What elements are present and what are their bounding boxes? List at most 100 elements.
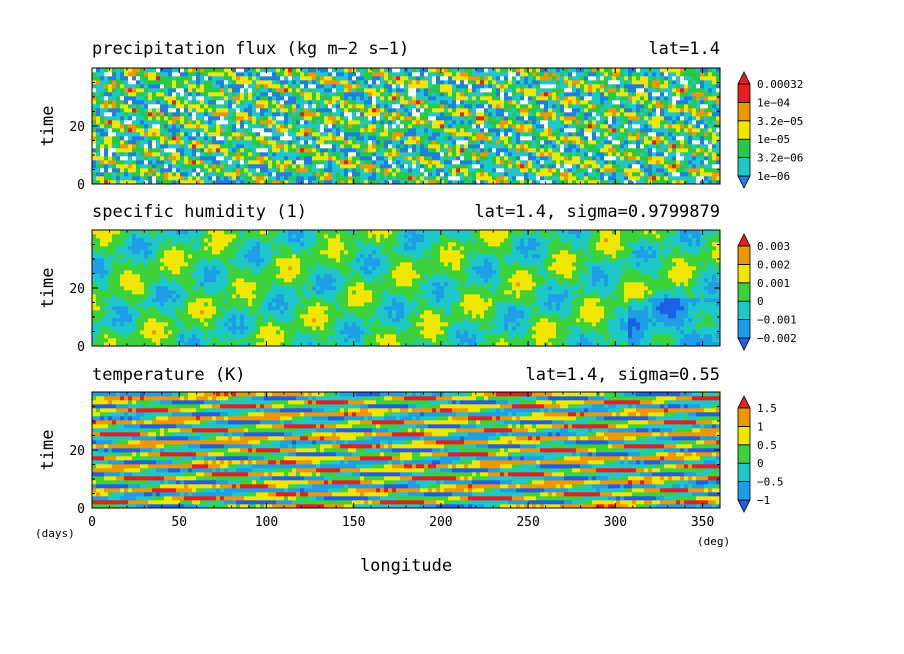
heatmap-cell <box>420 68 425 73</box>
heatmap-cell <box>240 180 245 185</box>
heatmap-cell <box>368 80 373 85</box>
heatmap-cell <box>328 156 333 161</box>
heatmap-cell <box>104 104 109 109</box>
heatmap-cell <box>400 180 405 185</box>
heatmap-cell <box>656 128 661 133</box>
heatmap-cell <box>676 136 681 141</box>
heatmap-cell <box>92 176 97 181</box>
heatmap-cell <box>668 120 673 125</box>
heatmap-cell <box>96 76 101 81</box>
heatmap-cell <box>192 164 197 169</box>
heatmap-cell <box>288 68 293 73</box>
heatmap-cell <box>420 132 425 137</box>
heatmap-cell <box>588 338 593 343</box>
heatmap-cell <box>572 164 577 169</box>
heatmap-cell <box>500 180 505 185</box>
heatmap-cell <box>688 128 693 133</box>
heatmap-cell <box>188 80 193 85</box>
heatmap-cell <box>416 342 421 347</box>
heatmap-cell <box>372 116 377 121</box>
heatmap-cell <box>672 88 677 93</box>
heatmap-cell <box>540 104 545 109</box>
heatmap-cell <box>228 72 233 77</box>
heatmap-cell <box>432 338 437 343</box>
heatmap-cell <box>296 180 301 185</box>
heatmap-cell <box>200 136 205 141</box>
heatmap-cell <box>652 84 657 89</box>
heatmap-cell <box>348 68 353 73</box>
heatmap-cell <box>328 84 333 89</box>
heatmap-cell <box>660 112 665 117</box>
heatmap-cell <box>620 96 625 101</box>
heatmap-cell <box>412 338 417 343</box>
heatmap-cell <box>96 176 101 181</box>
heatmap-cell <box>204 100 209 105</box>
heatmap-cell <box>364 96 369 101</box>
heatmap-cell <box>716 72 721 77</box>
heatmap-cell <box>172 132 177 137</box>
heatmap-cell <box>364 68 369 73</box>
heatmap-cell <box>304 144 309 149</box>
heatmap-cell <box>316 128 321 133</box>
heatmap-cell <box>448 96 453 101</box>
heatmap-cell <box>448 132 453 137</box>
heatmap-cell <box>428 128 433 133</box>
heatmap-cell <box>332 112 337 117</box>
heatmap-cell <box>348 180 353 185</box>
heatmap-cell <box>704 120 709 125</box>
heatmap-cell <box>184 80 189 85</box>
heatmap-cell <box>388 172 393 177</box>
heatmap-cell <box>264 176 269 181</box>
heatmap-cell <box>516 104 521 109</box>
heatmap-cell <box>128 92 133 97</box>
heatmap-cell <box>264 120 269 125</box>
heatmap-cell <box>256 92 261 97</box>
heatmap-cell <box>228 68 233 73</box>
heatmap-cell <box>136 132 141 137</box>
heatmap-cell <box>384 164 389 169</box>
heatmap-cell <box>660 92 665 97</box>
heatmap-cell <box>400 152 405 157</box>
heatmap-cell <box>516 148 521 153</box>
heatmap-cell <box>488 144 493 149</box>
heatmap-cell <box>168 80 173 85</box>
heatmap-cell <box>536 92 541 97</box>
heatmap-cell <box>356 338 361 343</box>
heatmap-cell <box>252 140 257 145</box>
heatmap-cell <box>444 76 449 81</box>
heatmap-cell <box>296 124 301 129</box>
heatmap-cell <box>464 100 469 105</box>
heatmap-cell <box>536 152 541 157</box>
heatmap-cell <box>376 88 381 93</box>
heatmap-cell <box>396 338 401 343</box>
heatmap-cell <box>116 338 121 343</box>
heatmap-cell <box>664 88 669 93</box>
heatmap-cell <box>284 140 289 145</box>
heatmap-cell <box>504 160 509 165</box>
heatmap-cell <box>624 128 629 133</box>
heatmap-cell <box>384 136 389 141</box>
heatmap-cell <box>488 164 493 169</box>
heatmap-cell <box>408 152 413 157</box>
heatmap-cell <box>400 148 405 153</box>
heatmap-cell <box>364 104 369 109</box>
heatmap-cell <box>336 72 341 77</box>
heatmap-cell <box>564 124 569 129</box>
heatmap-cell <box>440 104 445 109</box>
heatmap-cell <box>252 180 257 185</box>
heatmap-cell <box>420 124 425 129</box>
heatmap-cell <box>260 128 265 133</box>
heatmap-cell <box>152 96 157 101</box>
heatmap-cell <box>616 120 621 125</box>
heatmap-cell <box>432 120 437 125</box>
heatmap-cell <box>100 100 105 105</box>
heatmap-cell <box>532 338 537 343</box>
heatmap-cell <box>340 148 345 153</box>
heatmap-cell <box>476 164 481 169</box>
heatmap-cell <box>636 84 641 89</box>
heatmap-cell <box>508 342 513 347</box>
heatmap-cell <box>708 164 713 169</box>
heatmap-cell <box>528 100 533 105</box>
heatmap-cell <box>464 156 469 161</box>
heatmap-cell <box>136 92 141 97</box>
